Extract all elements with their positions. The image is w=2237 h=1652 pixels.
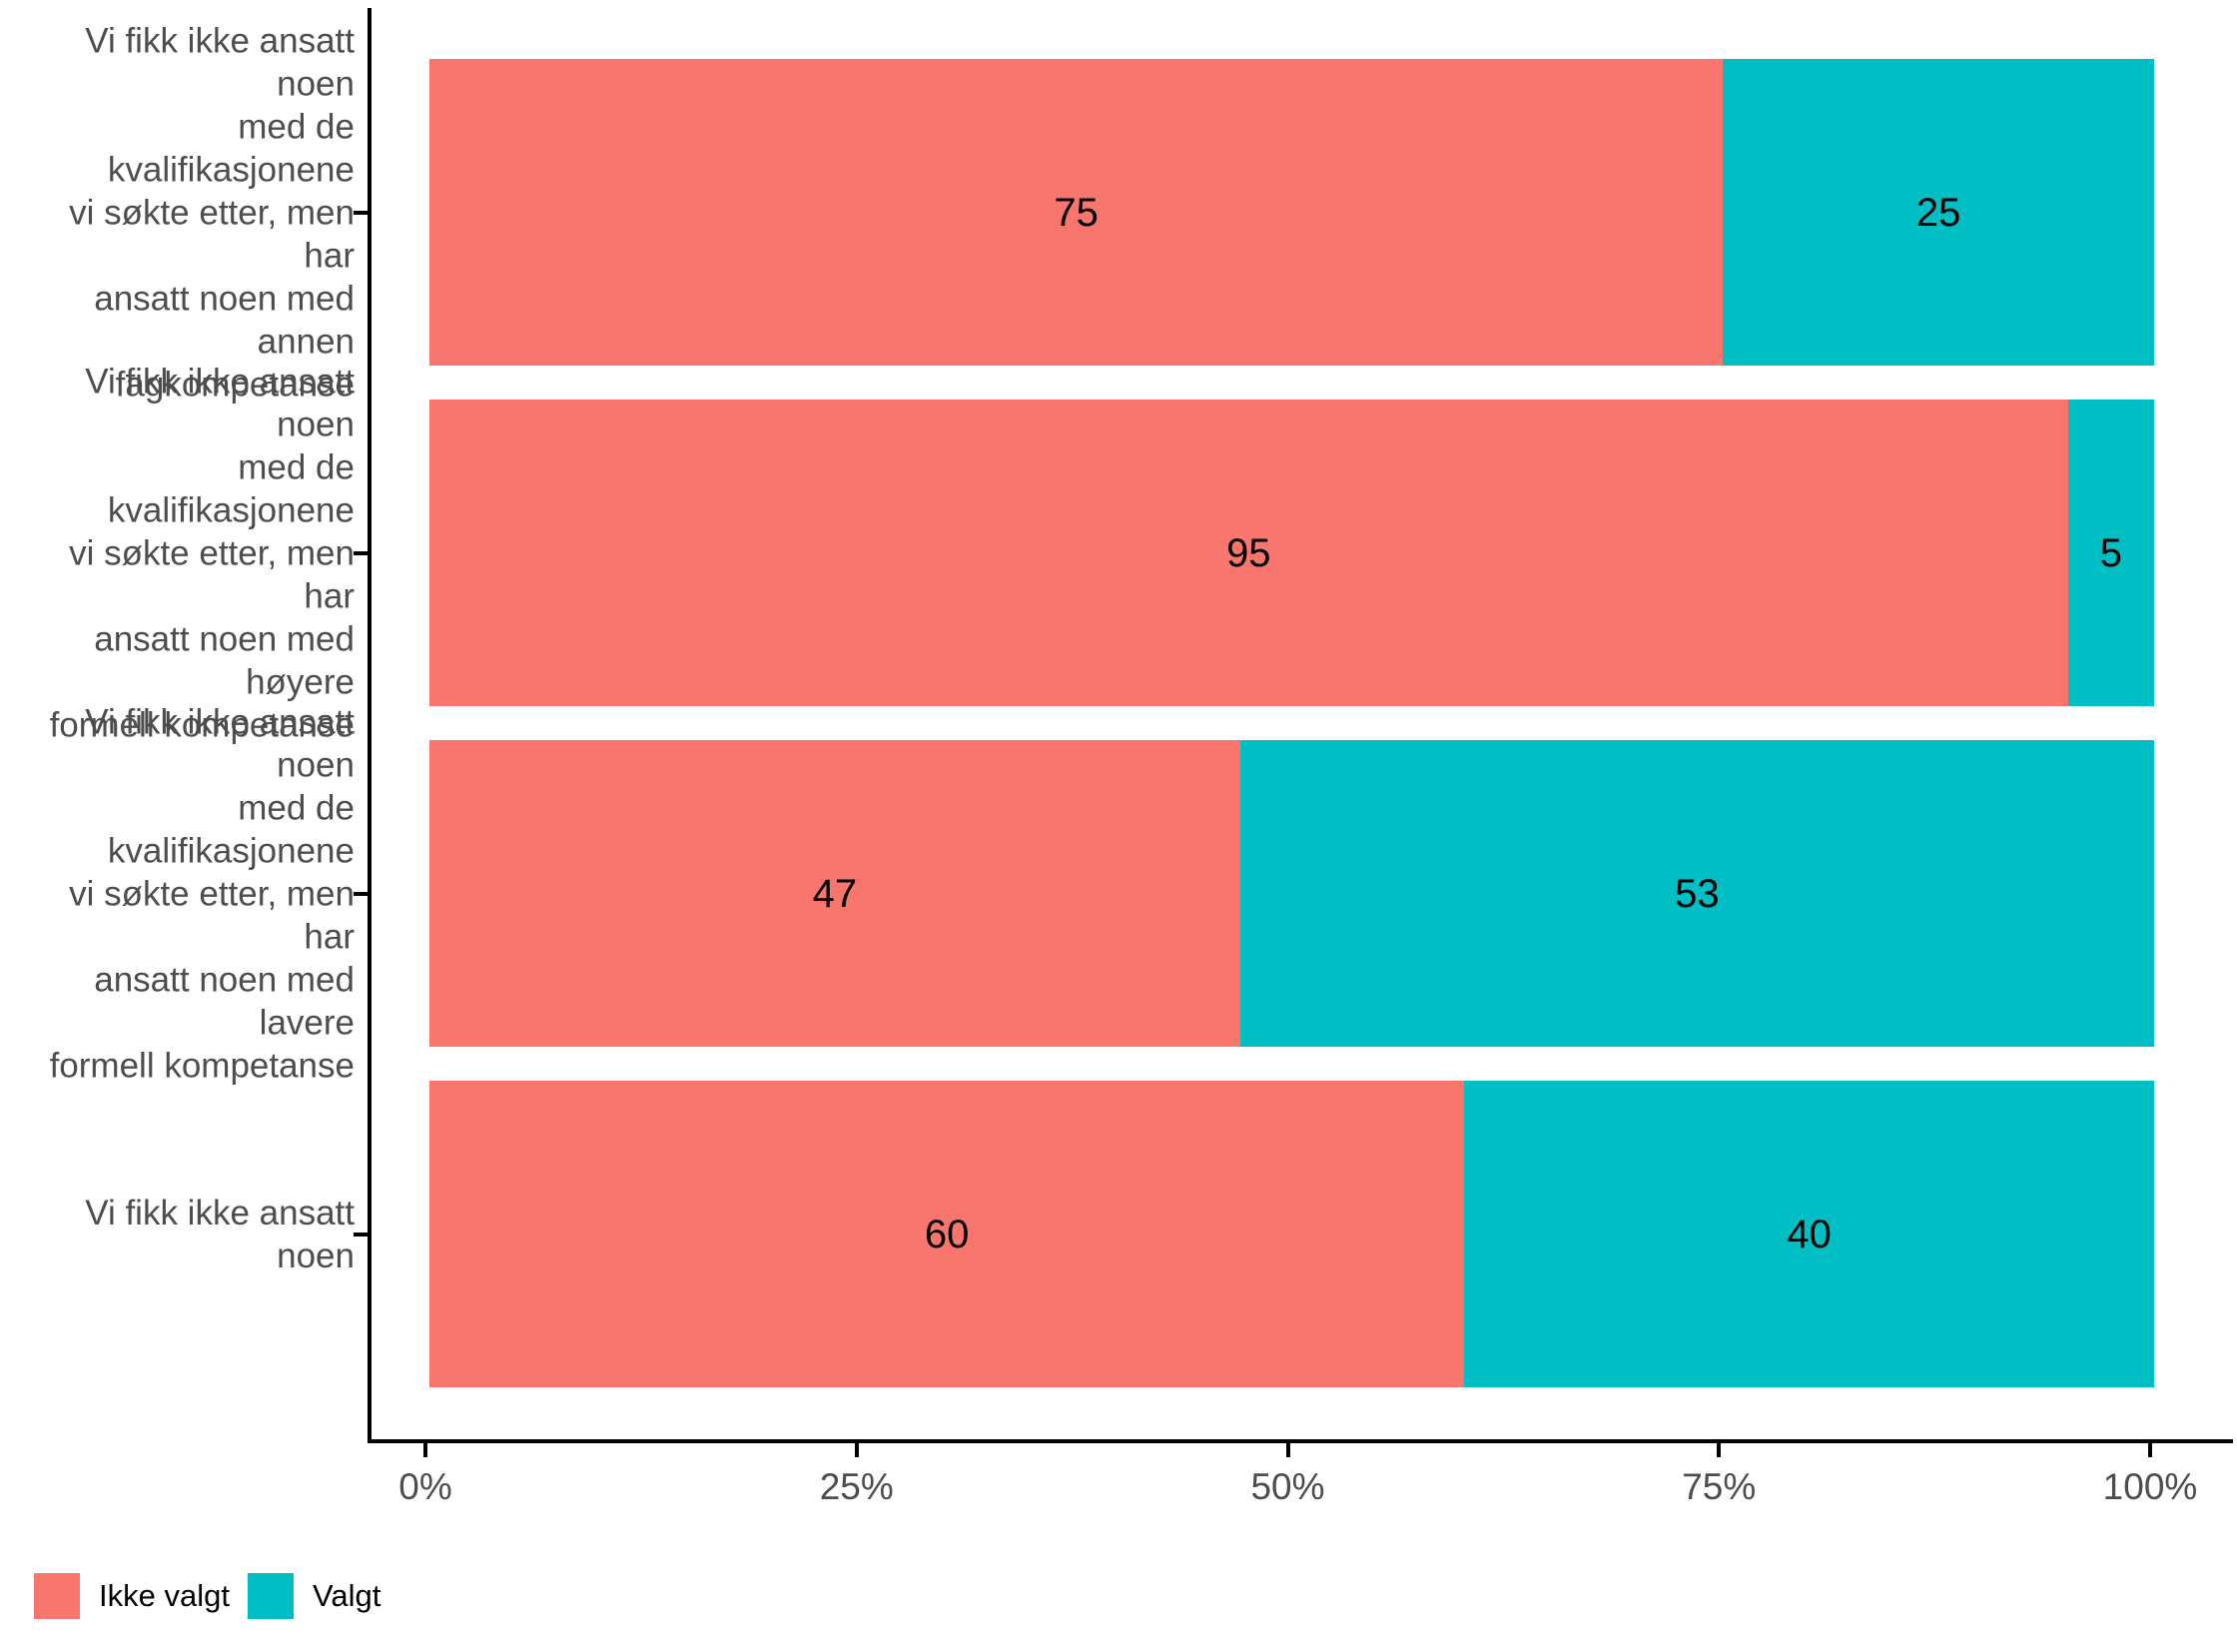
y-axis-tick xyxy=(354,1232,368,1237)
x-axis-tick-label: 0% xyxy=(398,1466,452,1507)
x-axis-tick-label: 25% xyxy=(819,1466,894,1507)
bar-segment-valgt: 40 xyxy=(1464,1081,2154,1387)
y-axis-category-label: Vi fikk ikke ansatt noen med de kvalifik… xyxy=(49,702,355,1085)
bar-value-label: 40 xyxy=(1787,1212,1832,1256)
bar-value-label: 75 xyxy=(1054,190,1099,235)
bar-value-label: 47 xyxy=(812,871,858,916)
bar-segment-ikke-valgt: 60 xyxy=(429,1081,1465,1387)
x-axis-tick-label: 100% xyxy=(2102,1466,2198,1507)
legend-swatch xyxy=(34,1573,80,1619)
bar-row: 75 25 xyxy=(429,59,2154,366)
y-axis-tick xyxy=(354,891,368,896)
x-axis-tick xyxy=(423,1443,427,1457)
y-axis-tick xyxy=(354,550,368,555)
bar-value-label: 5 xyxy=(2099,530,2122,575)
bar-segment-valgt: 5 xyxy=(2067,400,2154,706)
bar-row: 47 53 xyxy=(429,740,2154,1047)
legend-item: Valgt xyxy=(247,1573,381,1619)
x-axis-tick-label: 50% xyxy=(1250,1466,1325,1507)
y-axis-category-label: Vi fikk ikke ansatt noen med de kvalifik… xyxy=(69,21,355,404)
x-axis-tick xyxy=(1285,1443,1290,1457)
bar-segment-ikke-valgt: 95 xyxy=(429,400,2068,706)
bar-value-label: 95 xyxy=(1226,530,1271,575)
legend-label: Ikke valgt xyxy=(99,1578,230,1613)
bar-segment-valgt: 53 xyxy=(1239,740,2154,1047)
legend-swatch xyxy=(247,1573,294,1619)
bar-segment-ikke-valgt: 75 xyxy=(429,59,1724,366)
bar-segment-ikke-valgt: 47 xyxy=(429,740,1240,1047)
y-axis-category-label: Vi fikk ikke ansatt noen xyxy=(85,1193,355,1275)
y-axis-category-label: Vi fikk ikke ansatt noen med de kvalifik… xyxy=(49,362,355,744)
x-axis-tick xyxy=(854,1443,859,1457)
y-axis-tick xyxy=(354,210,368,215)
legend: Ikke valgt Valgt xyxy=(34,1573,398,1619)
bar-segment-valgt: 25 xyxy=(1723,59,2154,366)
x-axis-tick-label: 75% xyxy=(1682,1466,1757,1507)
bar-value-label: 25 xyxy=(1915,190,1961,235)
legend-item: Ikke valgt xyxy=(34,1573,230,1619)
bar-value-label: 53 xyxy=(1675,871,1720,916)
x-axis-tick xyxy=(2148,1443,2152,1457)
bar-row: 60 40 xyxy=(429,1081,2154,1387)
bar-value-label: 60 xyxy=(924,1212,970,1256)
bar-row: 95 5 xyxy=(429,400,2154,706)
plot-panel: 75 25 95 5 47 53 60 40 xyxy=(368,8,2233,1443)
legend-label: Valgt xyxy=(312,1578,381,1613)
x-axis-tick xyxy=(1717,1443,1722,1457)
